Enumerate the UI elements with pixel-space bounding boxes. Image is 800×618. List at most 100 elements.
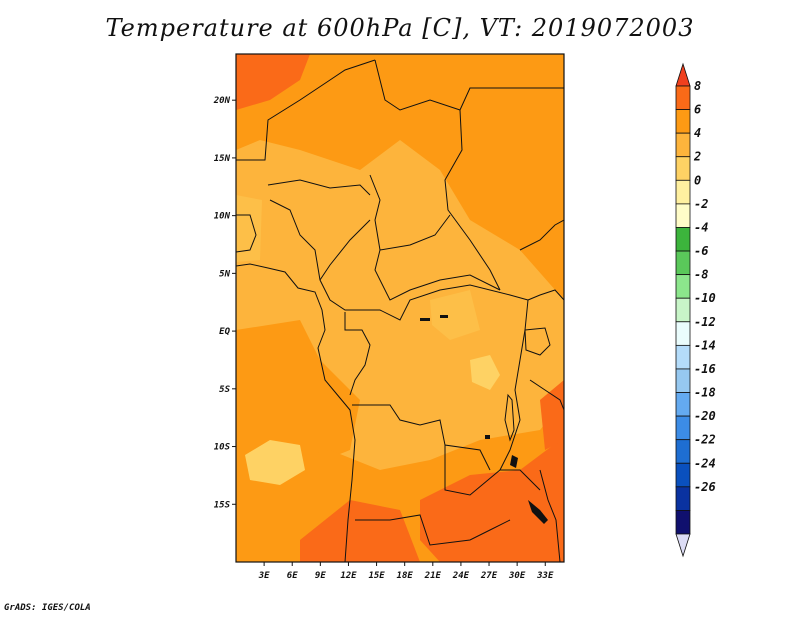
- colorbar-label: -14: [694, 338, 716, 352]
- border-west-coast: [236, 214, 257, 253]
- colorbar-swatch: [675, 179, 691, 205]
- colorbar-label: -24: [694, 456, 716, 470]
- lat-tick-label: 5S: [219, 385, 230, 395]
- border-east-africa: [527, 289, 564, 301]
- lat-tick-label: 20N: [213, 96, 231, 106]
- latitude-axis: 20N 15N 10N 5N EQ 5S 10S 15S: [213, 96, 236, 510]
- lake-victoria: [524, 327, 551, 356]
- lake-malawi: [528, 500, 548, 524]
- border-angola-north: [352, 404, 491, 471]
- colorbar-label: -26: [694, 480, 716, 494]
- temperature-map: [236, 54, 564, 562]
- grads-credit: GrADS: IGES/COLA: [4, 603, 91, 613]
- map-frame: [235, 53, 565, 563]
- map-title: Temperature at 600hPa [C], VT: 201907200…: [105, 14, 695, 42]
- lat-tick-label: EQ: [219, 327, 230, 337]
- lake-small-3: [485, 435, 490, 439]
- cool-patch-central-north: [430, 290, 480, 340]
- colorbar-label: 2: [693, 150, 701, 164]
- lake-kivu: [510, 455, 518, 468]
- border-angola-south: [355, 514, 511, 546]
- lat-tick-label: 15N: [214, 154, 231, 164]
- colorbar-label: -2: [694, 197, 708, 211]
- border-libya: [374, 59, 564, 111]
- lakes: [420, 315, 551, 524]
- lat-tick-label: 5N: [219, 269, 230, 279]
- lake-tanganyika: [504, 393, 515, 442]
- lat-tick-label: 10S: [214, 443, 231, 453]
- country-borders: [236, 59, 564, 562]
- colorbar-swatch: [675, 297, 691, 323]
- colorbar-swatch: [675, 510, 691, 535]
- lon-tick-label: 30E: [508, 571, 526, 581]
- colorbar: 8 6 4 2 0 -2 -4 -6 -8 -10 -12 -14 -16 -18 -20 -22 -24 -26: [675, 62, 716, 558]
- colorbar-label: -20: [694, 409, 716, 423]
- colorbar-swatch: [675, 321, 691, 346]
- border-zambia: [444, 445, 541, 496]
- colorbar-bottom-arrow: [675, 533, 691, 558]
- border-car: [374, 249, 501, 301]
- lon-tick-label: 6E: [287, 571, 298, 581]
- colorbar-label: -8: [694, 268, 708, 282]
- lon-tick-label: 12E: [340, 571, 357, 581]
- colorbar-top-arrow: [675, 62, 691, 87]
- border-nigeria-south: [269, 199, 321, 281]
- border-tanzania: [529, 379, 564, 411]
- border-congo: [344, 312, 371, 396]
- hot-region-southwest: [300, 500, 420, 562]
- lat-tick-label: 10N: [214, 212, 231, 222]
- colorbar-swatch: [675, 109, 691, 134]
- colorbar-swatch: [675, 85, 691, 110]
- border-algeria-niger: [236, 59, 376, 161]
- colorbar-label: -18: [694, 386, 716, 400]
- border-drc-north: [379, 284, 529, 321]
- colorbar-swatch: [675, 344, 691, 370]
- colorbar-swatch: [675, 415, 691, 441]
- coastline-west-africa: [236, 263, 356, 562]
- colorbar-swatch: [675, 462, 691, 488]
- colorbar-swatch: [675, 486, 691, 511]
- cool-patch-southwest: [245, 440, 305, 485]
- border-niger-nigeria: [267, 179, 371, 196]
- colorbar-label: -10: [694, 291, 716, 305]
- colorbar-swatch: [675, 132, 691, 158]
- hot-region-east-coast: [540, 380, 564, 450]
- cool-patch-west-coast: [236, 195, 262, 262]
- longitude-axis: 3E 6E 9E 12E 15E 18E 21E 24E 27E 30E 33E: [258, 562, 554, 581]
- lon-tick-label: 15E: [368, 571, 385, 581]
- hot-region-northwest: [236, 54, 310, 110]
- colorbar-label: -12: [694, 315, 716, 329]
- colorbar-swatch: [675, 392, 691, 417]
- colorbar-label: 0: [694, 173, 701, 187]
- border-mozambique: [539, 469, 561, 562]
- colorbar-label: -16: [694, 362, 716, 376]
- colorbar-label: 6: [694, 103, 701, 117]
- border-sudan-chad: [444, 109, 501, 291]
- hot-region-southeast: [420, 420, 564, 562]
- lon-tick-label: 27E: [480, 571, 498, 581]
- border-ethiopia: [519, 219, 564, 251]
- warm-region-north: [236, 54, 564, 300]
- colorbar-swatch: [675, 156, 691, 181]
- warm-region-central-west: [236, 320, 360, 470]
- colorbar-label: -6: [694, 244, 708, 258]
- colorbar-swatch: [675, 227, 691, 252]
- colorbar-label: 8: [694, 79, 701, 93]
- lon-tick-label: 9E: [315, 571, 326, 581]
- colorbar-swatch: [675, 250, 691, 276]
- colorbar-label: -22: [694, 433, 716, 447]
- colorbar-label: 4: [694, 126, 701, 140]
- lon-tick-label: 21E: [424, 571, 442, 581]
- lon-tick-label: 33E: [536, 571, 554, 581]
- lat-tick-label: 15S: [214, 500, 231, 510]
- lon-tick-label: 3E: [258, 571, 270, 581]
- lake-small-2: [440, 315, 448, 318]
- lon-tick-label: 24E: [452, 571, 470, 581]
- lake-small-1: [420, 318, 430, 321]
- colorbar-swatch: [675, 368, 691, 393]
- lon-tick-label: 18E: [397, 571, 414, 581]
- colorbar-swatch: [675, 439, 691, 464]
- colorbar-label: -4: [694, 220, 708, 234]
- colorbar-swatch: [675, 203, 691, 228]
